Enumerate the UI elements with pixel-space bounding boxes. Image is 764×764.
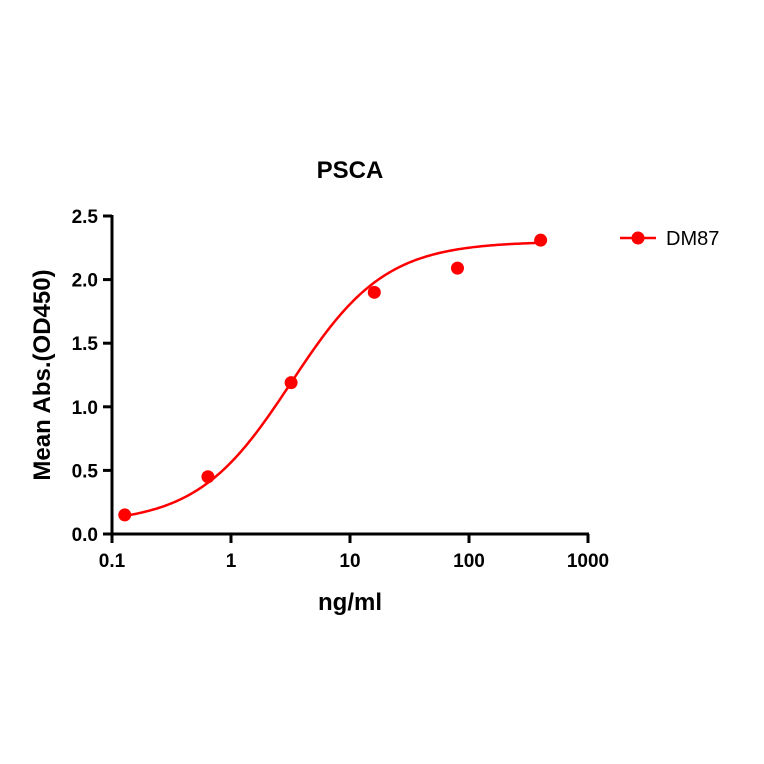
x-tick-label: 1000 — [567, 551, 609, 572]
chart-title: PSCA — [317, 157, 384, 184]
data-point — [284, 376, 298, 390]
data-point — [450, 261, 464, 275]
x-tick-label: 100 — [453, 551, 485, 572]
data-point — [118, 508, 132, 522]
y-tick-label: 2.0 — [72, 271, 98, 292]
y-tick-label: 0.5 — [72, 461, 99, 482]
x-tick-label: 10 — [339, 551, 360, 572]
data-point — [534, 233, 548, 247]
y-tick-label: 0.0 — [72, 525, 98, 546]
y-axis-label: Mean Abs.(OD450) — [29, 269, 56, 480]
x-tick-label: 1 — [226, 551, 237, 572]
legend-marker — [631, 231, 645, 245]
data-point — [367, 285, 381, 299]
legend-label: DM87 — [666, 228, 719, 250]
y-tick-label: 1.0 — [72, 398, 98, 419]
data-point — [201, 470, 215, 484]
y-tick-label: 1.5 — [72, 334, 99, 355]
x-tick-label: 0.1 — [99, 551, 126, 572]
fit-curve — [124, 241, 541, 518]
x-axis-label: ng/ml — [318, 589, 382, 616]
y-tick-label: 2.5 — [72, 207, 99, 228]
